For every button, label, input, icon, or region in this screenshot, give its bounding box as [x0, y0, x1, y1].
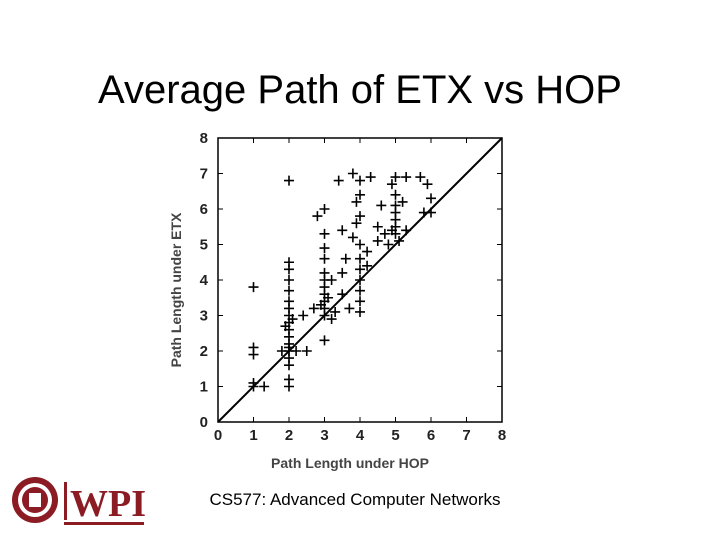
data-point — [355, 275, 365, 285]
y-tick-label: 3 — [200, 308, 208, 325]
data-point — [418, 207, 429, 218]
data-point — [319, 253, 330, 264]
data-point — [284, 175, 294, 186]
scatter-chart: 0 1 2 3 4 5 6 7 8 0 1 2 3 4 5 6 7 8 Path Length under HOP P… — [160, 125, 520, 480]
data-point — [347, 168, 358, 179]
data-point — [355, 239, 365, 250]
data-point — [355, 211, 365, 222]
data-point — [319, 204, 330, 214]
data-point — [372, 235, 383, 246]
data-point — [326, 314, 337, 325]
data-point — [401, 172, 412, 183]
x-tick-label: 5 — [391, 427, 399, 444]
data-point — [319, 228, 330, 239]
y-tick-label: 6 — [200, 201, 208, 218]
data-point — [248, 377, 259, 388]
data-point — [291, 346, 302, 356]
data-point — [308, 303, 319, 314]
y-tick-label: 8 — [200, 130, 208, 147]
footer-text: CS577: Advanced Computer Networks — [209, 490, 501, 509]
data-point — [340, 253, 351, 264]
data-point — [301, 346, 312, 356]
data-point — [383, 239, 394, 250]
data-point — [344, 303, 355, 314]
data-point — [248, 282, 259, 293]
data-point — [248, 342, 259, 353]
data-point — [362, 260, 373, 271]
wpi-logo-text: WPI — [70, 483, 146, 525]
x-tick-label: 6 — [427, 427, 435, 444]
data-point — [284, 285, 294, 296]
data-point — [347, 232, 358, 243]
y-tick-label: 2 — [200, 343, 208, 360]
data-point — [326, 275, 337, 285]
data-point — [426, 193, 436, 204]
data-point — [319, 267, 330, 278]
data-point — [323, 292, 334, 303]
data-point — [351, 218, 362, 229]
wpi-logo: WPI — [8, 474, 148, 528]
data-point — [287, 314, 298, 325]
data-point — [362, 246, 373, 257]
data-point — [355, 175, 365, 186]
data-point — [333, 175, 344, 186]
y-tick-label: 4 — [200, 272, 209, 289]
data-point — [259, 381, 270, 392]
slide-title: Average Path of ETX vs HOP — [98, 68, 622, 112]
data-point — [355, 189, 365, 200]
y-axis-label: Path Length under ETX — [168, 212, 184, 367]
data-point — [397, 196, 408, 207]
data-point — [280, 321, 291, 332]
data-point — [284, 296, 294, 307]
data-point — [394, 235, 405, 246]
data-point — [379, 228, 390, 239]
data-point — [351, 196, 362, 207]
data-point — [355, 306, 365, 317]
data-point — [365, 172, 376, 183]
data-point — [355, 285, 365, 296]
data-point — [337, 267, 348, 278]
data-point — [284, 374, 294, 385]
y-tick-label: 0 — [200, 414, 208, 431]
data-point — [284, 275, 294, 285]
data-point — [355, 264, 365, 275]
data-point — [337, 289, 348, 300]
x-tick-label: 2 — [285, 427, 293, 444]
data-point — [319, 243, 330, 254]
data-point — [319, 335, 330, 346]
x-tick-label: 3 — [320, 427, 328, 444]
data-point — [401, 225, 412, 236]
wpi-seal-icon: WPI — [12, 477, 146, 525]
y-tick-label: 7 — [200, 166, 208, 183]
data-point — [372, 221, 383, 232]
data-point — [376, 200, 387, 211]
data-point — [390, 189, 401, 200]
data-point — [312, 211, 323, 222]
data-point — [330, 306, 341, 317]
data-point — [337, 225, 348, 236]
data-point — [298, 310, 309, 321]
data-point — [390, 228, 401, 239]
x-axis-label: Path Length under HOP — [271, 455, 429, 471]
data-point — [284, 257, 294, 268]
data-point — [355, 253, 365, 264]
x-tick-label: 0 — [214, 427, 222, 444]
data-point — [422, 179, 433, 190]
data-point — [415, 172, 426, 183]
x-tick-label: 8 — [498, 427, 506, 444]
x-tick-label: 4 — [356, 427, 365, 444]
data-point — [276, 346, 287, 356]
chart-svg: 0 1 2 3 4 5 6 7 8 0 1 2 3 4 5 6 7 8 Path Length under HOP P… — [168, 130, 506, 471]
y-tick-label: 1 — [200, 379, 208, 396]
data-point — [386, 179, 397, 190]
x-tick-label: 1 — [249, 427, 257, 444]
data-point — [355, 296, 365, 307]
data-point — [390, 172, 401, 183]
data-point — [315, 299, 326, 310]
y-tick-label: 5 — [200, 237, 208, 254]
x-tick-label: 7 — [462, 427, 470, 444]
